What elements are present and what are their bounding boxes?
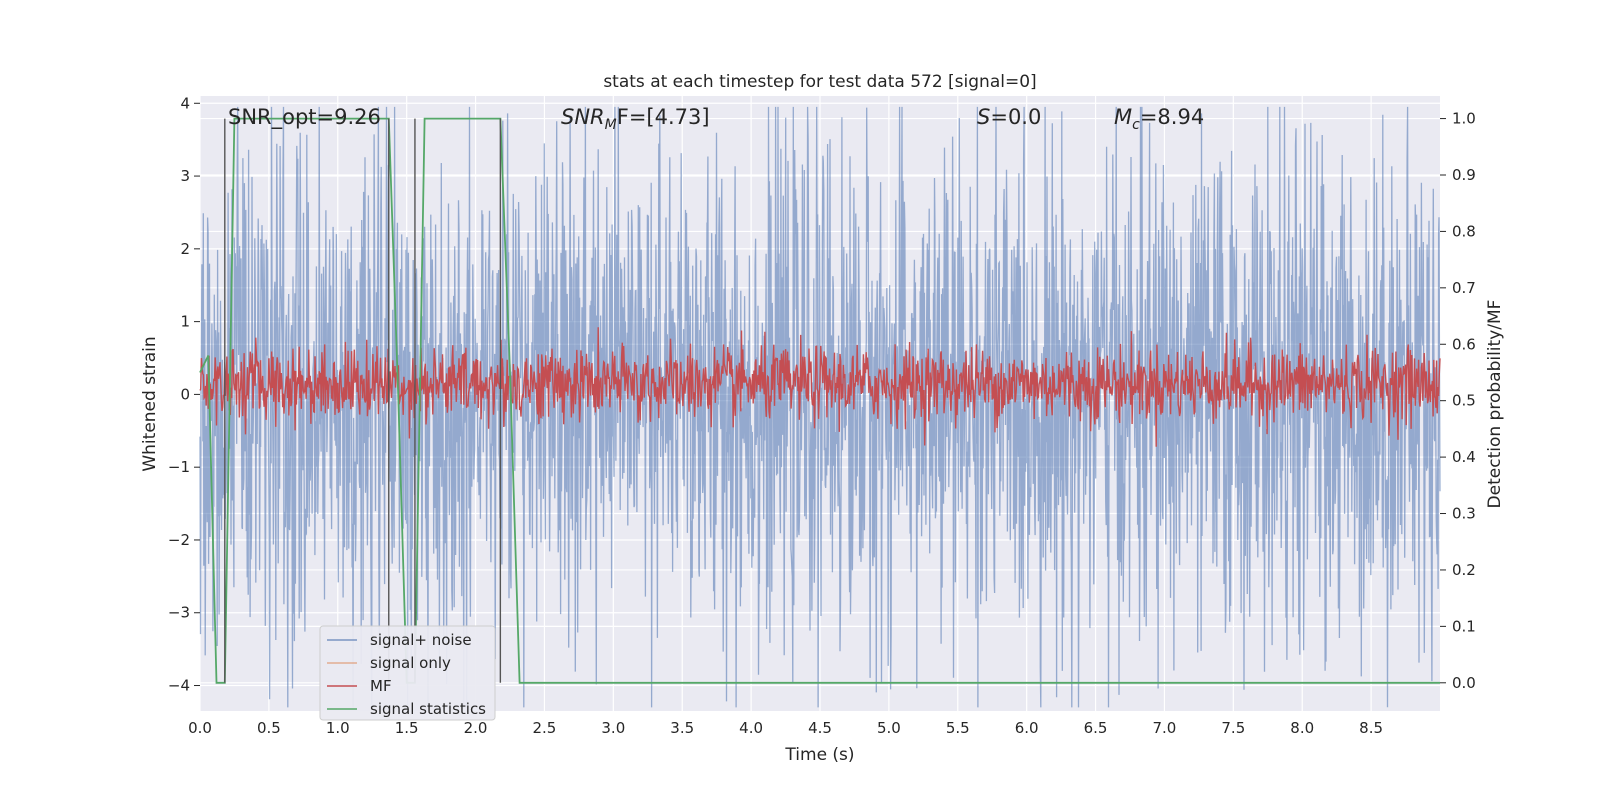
snr-mf-rest: F=[4.73] bbox=[617, 105, 710, 129]
x-tick-label: 3.5 bbox=[670, 719, 694, 737]
x-tick-label: 3.0 bbox=[601, 719, 625, 737]
y2-tick-label: 0.1 bbox=[1452, 617, 1476, 635]
legend: signal+ noise signal only MF signal statist… bbox=[319, 625, 496, 721]
y-tick-label: 3 bbox=[180, 167, 190, 185]
x-tick-label: 0.0 bbox=[188, 719, 212, 737]
y-axis-label: Whitened strain bbox=[140, 336, 160, 471]
annotation-snr-mf: SNRMF=[4.73] bbox=[561, 105, 710, 133]
y-tick-label: 4 bbox=[180, 94, 190, 112]
x-tick-label: 4.5 bbox=[808, 719, 832, 737]
y2-tick-label: 0.3 bbox=[1452, 505, 1476, 523]
legend-label: MF bbox=[370, 677, 392, 695]
y-tick-label: −2 bbox=[168, 531, 190, 549]
y2-axis-label: Detection probability/MF bbox=[1485, 300, 1505, 509]
x-tick-label: 5.0 bbox=[877, 719, 901, 737]
x-axis-label: Time (s) bbox=[784, 745, 854, 765]
y2-tick-label: 0.9 bbox=[1452, 166, 1476, 184]
y2-tick-label: 0.0 bbox=[1452, 674, 1476, 692]
mc-sub: c bbox=[1132, 117, 1140, 133]
legend-label: signal+ noise bbox=[370, 631, 472, 649]
mc-rest: =8.94 bbox=[1140, 105, 1204, 129]
series-signal-statistics bbox=[199, 117, 1440, 684]
y-tick-label: −4 bbox=[168, 677, 190, 695]
y2-tick-label: 0.5 bbox=[1452, 392, 1476, 410]
y2-tick-label: 0.6 bbox=[1452, 335, 1476, 353]
x-tick-label: 2.5 bbox=[533, 719, 557, 737]
y-tick-label: 2 bbox=[180, 240, 190, 258]
y-tick-label: 1 bbox=[180, 313, 190, 331]
annotation-snr-opt: SNR_opt=9.26 bbox=[228, 105, 381, 130]
legend-box bbox=[319, 625, 496, 721]
snr-mf-sub: M bbox=[605, 117, 617, 133]
y2-tick-label: 0.2 bbox=[1452, 561, 1476, 579]
y2-tick-label: 0.4 bbox=[1452, 448, 1476, 466]
series-layer bbox=[199, 106, 1441, 708]
legend-label: signal statistics bbox=[370, 700, 486, 718]
series-mf bbox=[199, 327, 1441, 447]
x-tick-label: 0.5 bbox=[257, 719, 281, 737]
y2-tick-label: 0.7 bbox=[1452, 279, 1476, 297]
x-tick-label: 6.0 bbox=[1015, 719, 1039, 737]
x-tick-label: 8.0 bbox=[1290, 719, 1314, 737]
x-ticks: 0.0 0.5 1.0 1.5 2.0 2.5 3.0 3.5 4.0 4.5 5.0 5.5 6.0 6… bbox=[188, 719, 1383, 737]
y-tick-label: −1 bbox=[168, 458, 190, 476]
x-tick-label: 7.0 bbox=[1153, 719, 1177, 737]
x-tick-label: 2.0 bbox=[464, 719, 488, 737]
legend-label: signal only bbox=[370, 654, 451, 672]
y2-tick-label: 1.0 bbox=[1452, 110, 1476, 128]
x-tick-label: 5.5 bbox=[946, 719, 970, 737]
x-tick-label: 8.5 bbox=[1359, 719, 1383, 737]
x-tick-label: 1.5 bbox=[395, 719, 419, 737]
y-tick-label: 0 bbox=[180, 385, 190, 403]
y-tick-label: −3 bbox=[168, 604, 190, 622]
chart-title: stats at each timestep for test data 572… bbox=[603, 72, 1036, 92]
annotation-mc: Mc=8.94 bbox=[1114, 105, 1204, 133]
series-signal-noise bbox=[199, 106, 1441, 708]
y-ticks: 4 3 2 1 0 −1 −2 −3 −4 bbox=[168, 94, 200, 695]
s-stat-rest: =0.0 bbox=[990, 105, 1041, 129]
y2-ticks: 1.0 0.9 0.8 0.7 0.6 0.5 0.4 0.3 0.2 0.1 0.0 bbox=[1440, 110, 1476, 692]
annotation-s-stat: S=0.0 bbox=[977, 105, 1041, 129]
mc-var: M bbox=[1114, 105, 1132, 129]
snr-mf-base: SNR bbox=[561, 105, 605, 129]
vertical-markers bbox=[224, 118, 502, 683]
x-tick-label: 4.0 bbox=[739, 719, 763, 737]
y2-tick-label: 0.8 bbox=[1452, 222, 1476, 240]
x-tick-label: 7.5 bbox=[1221, 719, 1245, 737]
s-stat-var: S bbox=[977, 105, 990, 129]
x-tick-label: 1.0 bbox=[326, 719, 350, 737]
x-tick-label: 6.5 bbox=[1084, 719, 1108, 737]
